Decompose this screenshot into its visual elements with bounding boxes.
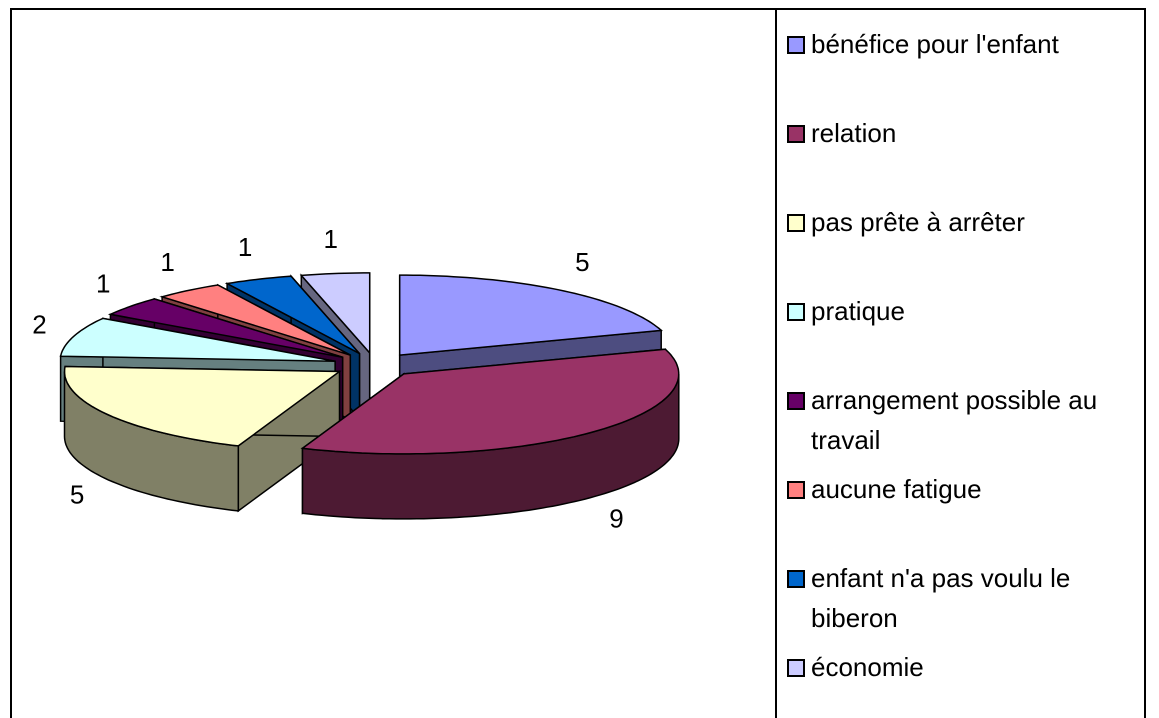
slice-top bbox=[299, 272, 371, 355]
slice-top bbox=[300, 348, 680, 455]
legend-entry: arrangement possible au travail bbox=[787, 380, 1147, 460]
data-label: 5 bbox=[70, 480, 84, 510]
data-label: 1 bbox=[160, 247, 174, 277]
chart: 5 9 5 2 1 1 1 1 bbox=[32, 224, 680, 534]
legend-label: enfant n'a pas voulu le biberon bbox=[811, 563, 1071, 633]
legend-entry: pas prête à arrêter bbox=[787, 202, 1147, 242]
legend-label: aucune fatigue bbox=[811, 474, 982, 504]
legend-swatch bbox=[787, 392, 805, 410]
legend-entry: bénéfice pour l'enfant bbox=[787, 24, 1147, 64]
legend-entry: aucune fatigue bbox=[787, 469, 1147, 509]
legend: bénéfice pour l'enfant relation pas prête … bbox=[775, 8, 1148, 718]
data-label: 1 bbox=[96, 268, 110, 298]
legend-swatch bbox=[787, 36, 805, 54]
slice-top bbox=[59, 317, 336, 362]
legend-swatch bbox=[787, 214, 805, 232]
slice-top bbox=[224, 275, 361, 355]
legend-entry: enfant n'a pas voulu le biberon bbox=[787, 558, 1147, 638]
legend-swatch bbox=[787, 570, 805, 588]
slice bbox=[63, 365, 342, 513]
slice-top bbox=[159, 284, 351, 356]
legend-label: arrangement possible au travail bbox=[811, 385, 1098, 455]
slice-top bbox=[398, 274, 663, 356]
data-label: 5 bbox=[575, 247, 589, 277]
legend-entry: relation bbox=[787, 113, 1147, 153]
slice-top bbox=[63, 365, 342, 447]
legend-label: pas prête à arrêter bbox=[811, 207, 1025, 237]
legend-swatch bbox=[787, 481, 805, 499]
legend-label: bénéfice pour l'enfant bbox=[811, 29, 1059, 59]
legend-label: relation bbox=[811, 118, 897, 148]
slice-top bbox=[107, 298, 343, 358]
legend-label: économie bbox=[811, 652, 924, 682]
legend-swatch bbox=[787, 303, 805, 321]
legend-swatch bbox=[787, 125, 805, 143]
legend-label: pratique bbox=[811, 296, 905, 326]
data-label: 1 bbox=[324, 224, 338, 254]
slice bbox=[300, 348, 680, 520]
data-label: 2 bbox=[32, 309, 46, 339]
chart-frame bbox=[10, 8, 1146, 718]
legend-entry: pratique bbox=[787, 291, 1147, 331]
data-label: 9 bbox=[609, 504, 623, 534]
legend-entry: économie bbox=[787, 647, 1147, 687]
legend-swatch bbox=[787, 659, 805, 677]
data-label: 1 bbox=[238, 232, 252, 262]
